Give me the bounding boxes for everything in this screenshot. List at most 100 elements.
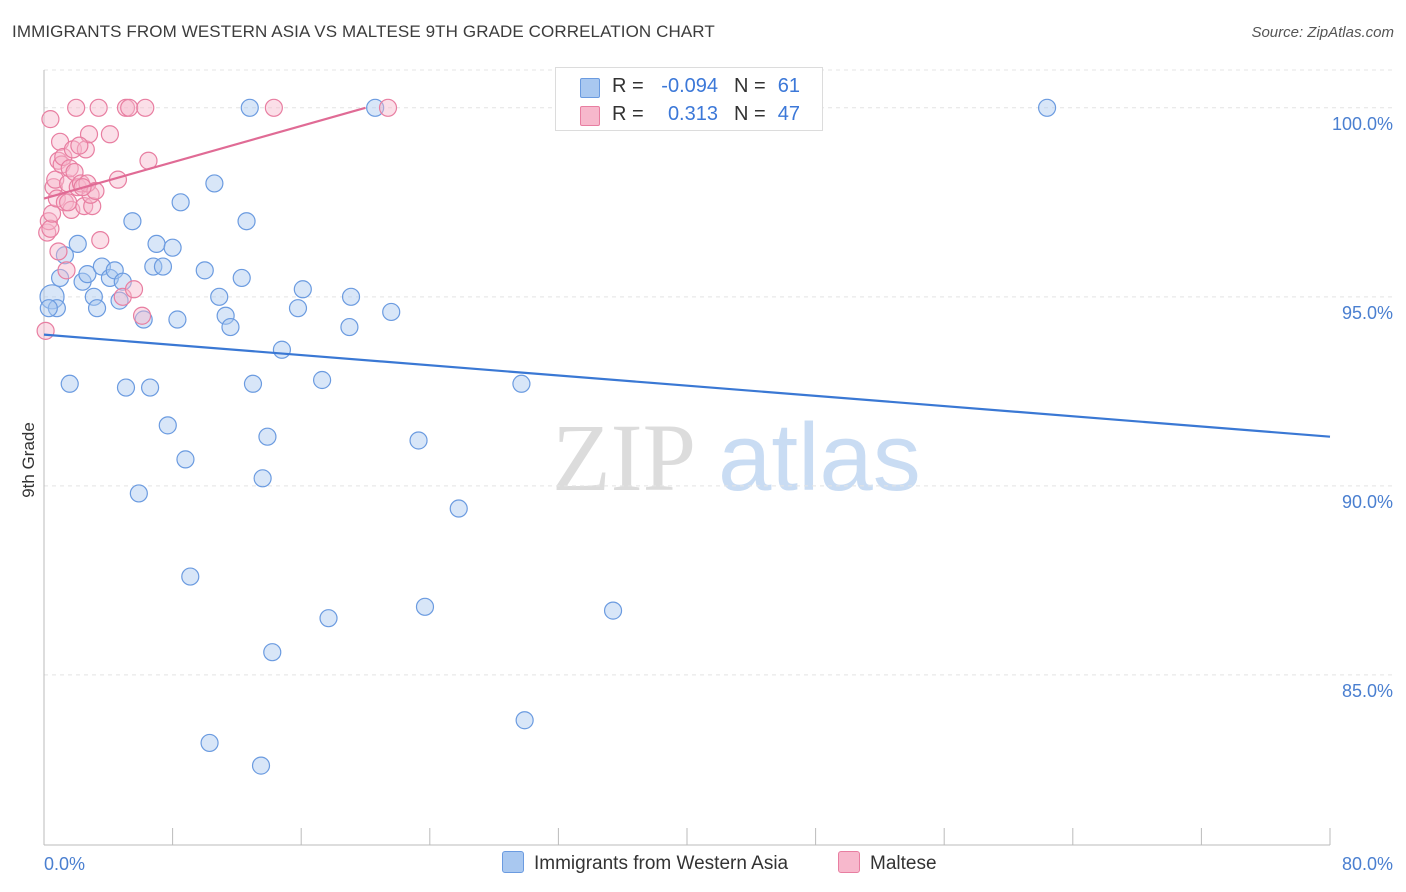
legend-n-label: N = [734, 75, 766, 97]
point-western-asia [232, 268, 251, 288]
point-western-asia [39, 284, 65, 310]
point-maltese [91, 231, 110, 250]
point-western-asia [1037, 98, 1057, 117]
point-western-asia [409, 431, 428, 450]
point-western-asia [87, 299, 107, 318]
point-maltese [100, 125, 120, 144]
point-western-asia [221, 317, 240, 337]
bottom-legend-label: Maltese [870, 853, 937, 874]
chart-title: IMMIGRANTS FROM WESTERN ASIA VS MALTESE … [12, 22, 715, 41]
point-maltese [83, 196, 102, 216]
y-tick-label: 100.0% [1332, 114, 1393, 134]
legend-r-label: R = [612, 103, 644, 125]
trend-line-maltese [43, 106, 366, 200]
point-western-asia [123, 212, 142, 231]
legend-n-value: 47 [777, 103, 800, 125]
point-maltese [124, 280, 144, 299]
point-maltese [89, 98, 108, 117]
point-maltese [378, 98, 398, 117]
point-western-asia [216, 306, 235, 325]
bottom-legend-western-asia: Immigrants from Western Asia [502, 851, 788, 875]
point-western-asia [153, 257, 173, 276]
legend-r-value: -0.094 [661, 75, 718, 97]
point-western-asia [168, 310, 187, 329]
point-western-asia [340, 317, 359, 337]
x-ticks [43, 828, 1331, 845]
legend-swatch-pink [580, 106, 600, 126]
point-western-asia [84, 287, 103, 306]
point-western-asia [158, 416, 177, 435]
point-maltese [65, 162, 84, 182]
point-western-asia [515, 711, 534, 730]
y-axis-label: 9th Grade [19, 422, 38, 498]
y-tick-labels: 100.0% 95.0% 90.0% 85.0% [1332, 114, 1393, 701]
legend-n-value: 61 [777, 75, 800, 97]
point-western-asia [258, 427, 277, 446]
legend-n-label: N = [734, 103, 766, 125]
point-western-asia [366, 98, 385, 117]
point-western-asia [288, 299, 308, 318]
point-western-asia [312, 370, 332, 390]
point-western-asia [78, 265, 97, 284]
point-maltese [264, 98, 283, 117]
point-western-asia [144, 257, 163, 276]
y-tick-label: 90.0% [1342, 492, 1393, 512]
point-western-asia [129, 484, 148, 503]
bottom-legend-label: Immigrants from Western Asia [534, 853, 789, 874]
y-tick-label: 95.0% [1342, 303, 1393, 323]
source-label: Source: ZipAtlas.com [1251, 24, 1394, 41]
watermark-atlas: atlas [718, 404, 921, 511]
point-western-asia [240, 98, 259, 117]
bottom-legend-swatch-blue [502, 851, 524, 873]
gridlines [44, 69, 1395, 676]
point-maltese [132, 306, 152, 325]
point-maltese [41, 110, 60, 129]
y-tick-label: 85.0% [1342, 681, 1393, 701]
point-western-asia [181, 567, 200, 586]
bottom-legend-swatch-pink [838, 851, 860, 873]
legend-r-value: 0.313 [667, 103, 718, 125]
point-maltese [49, 242, 68, 261]
point-western-asia [195, 261, 214, 280]
point-western-asia [163, 238, 182, 257]
point-maltese [36, 321, 55, 340]
point-western-asia [603, 601, 623, 620]
point-maltese [136, 98, 155, 117]
point-western-asia [237, 212, 256, 231]
point-western-asia [243, 374, 263, 393]
point-western-asia [382, 302, 401, 322]
point-western-asia [251, 756, 271, 775]
point-maltese [120, 98, 139, 117]
point-western-asia [415, 597, 435, 616]
point-western-asia [68, 234, 87, 254]
x-tick-label-max: 80.0% [1342, 854, 1393, 874]
point-western-asia [263, 643, 282, 662]
point-maltese [59, 193, 78, 212]
point-western-asia [293, 280, 312, 299]
point-maltese [41, 219, 60, 238]
point-maltese [67, 98, 86, 117]
watermark: ZIP atlas [552, 404, 921, 511]
point-western-asia [272, 340, 292, 359]
point-maltese [54, 147, 73, 167]
data-points [36, 98, 1057, 775]
trend-line-western-asia [43, 333, 1331, 438]
trend-lines [43, 106, 1331, 438]
point-western-asia [116, 378, 136, 397]
point-western-asia [60, 374, 79, 393]
x-tick-label-min: 0.0% [44, 854, 85, 874]
legend-swatch-blue [580, 78, 600, 98]
point-western-asia [319, 609, 338, 628]
legend-r-label: R = [612, 75, 644, 97]
point-western-asia [176, 450, 195, 469]
point-western-asia [200, 733, 219, 753]
legend-row-maltese: R = 0.313 N = 47 [556, 102, 822, 130]
point-western-asia [512, 374, 531, 393]
point-western-asia [50, 268, 70, 288]
correlation-legend: R = -0.094 N = 61 R = 0.313 N = 47 [555, 67, 823, 131]
point-western-asia [341, 287, 361, 306]
point-western-asia [147, 234, 166, 254]
watermark-zip: ZIP [552, 404, 696, 511]
legend-row-western-asia: R = -0.094 N = 61 [556, 74, 822, 102]
